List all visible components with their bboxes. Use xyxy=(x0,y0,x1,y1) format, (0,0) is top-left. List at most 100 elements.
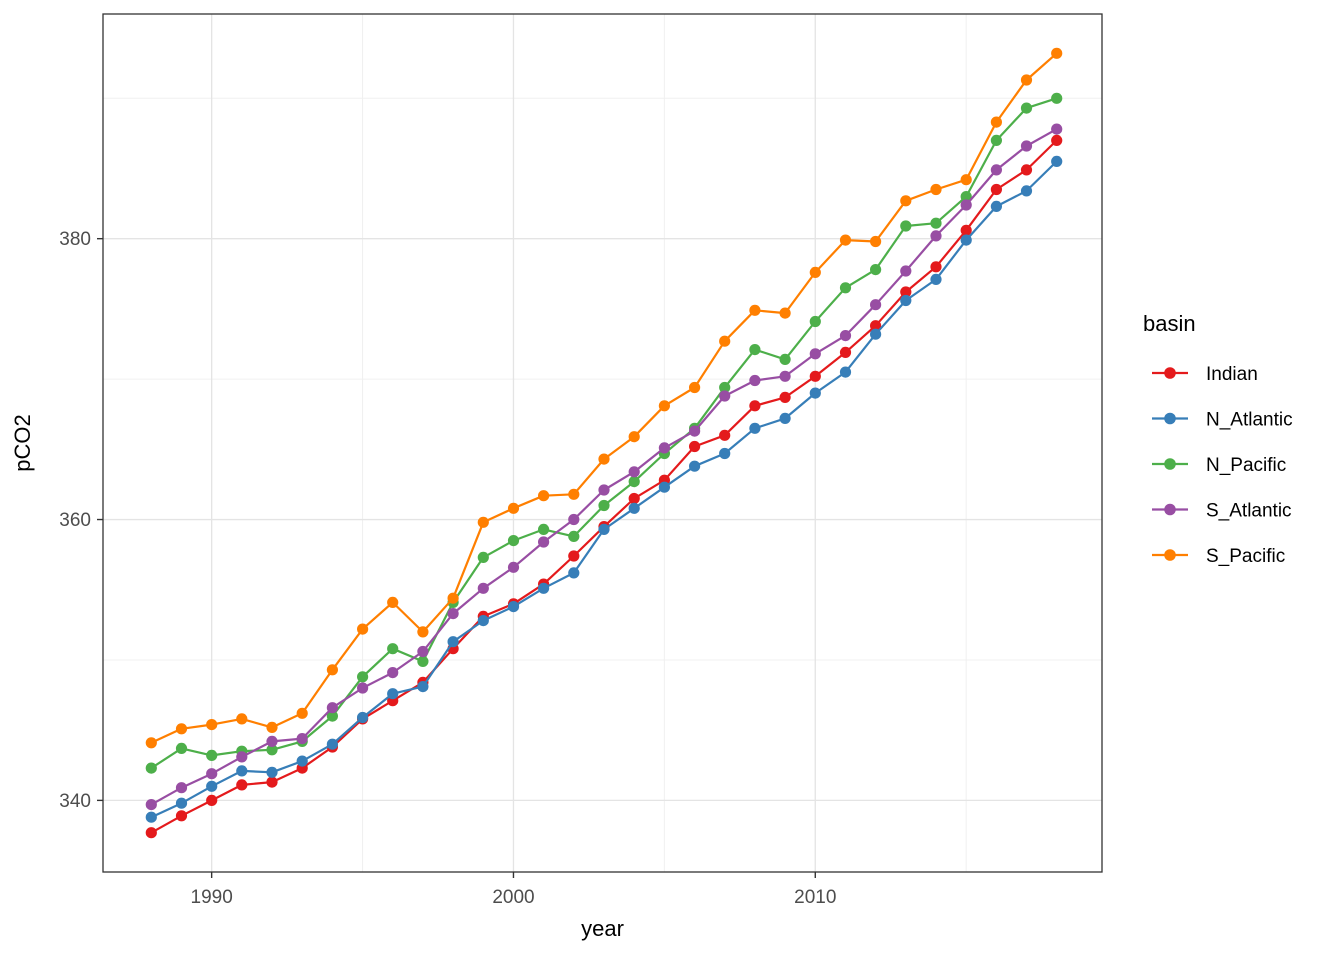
data-point xyxy=(507,502,520,514)
data-point xyxy=(930,261,942,273)
data-point xyxy=(628,502,640,514)
data-point xyxy=(990,134,1003,146)
data-point xyxy=(357,623,369,635)
data-point xyxy=(689,460,701,472)
data-point xyxy=(175,797,188,809)
data-point xyxy=(719,390,731,402)
data-point xyxy=(538,490,550,502)
data-point xyxy=(900,195,912,207)
legend-item-S_Atlantic: S_Atlantic xyxy=(1152,501,1292,522)
data-point xyxy=(1051,47,1063,59)
data-point xyxy=(809,370,821,382)
data-point xyxy=(839,366,852,378)
data-point xyxy=(266,721,278,734)
data-point xyxy=(839,346,852,358)
x-tick-label: 2000 xyxy=(492,887,534,908)
data-point xyxy=(870,264,882,276)
data-point xyxy=(206,768,218,780)
data-point xyxy=(568,567,580,579)
data-point xyxy=(598,523,610,536)
data-point xyxy=(387,596,399,609)
data-point xyxy=(598,453,610,465)
data-point xyxy=(1020,74,1033,86)
data-point xyxy=(387,688,399,700)
data-point xyxy=(809,387,821,399)
data-point xyxy=(175,723,188,735)
data-point xyxy=(1020,102,1033,114)
data-point xyxy=(175,742,188,755)
data-point xyxy=(870,320,882,332)
y-tick-label: 380 xyxy=(59,229,91,250)
axis-ticks xyxy=(97,237,816,878)
data-point xyxy=(749,400,761,412)
data-point xyxy=(326,702,338,714)
data-point xyxy=(145,737,157,749)
data-point xyxy=(930,217,942,229)
data-point xyxy=(749,344,761,356)
data-point xyxy=(719,447,731,460)
data-point xyxy=(839,234,852,246)
data-point xyxy=(206,749,218,762)
data-point xyxy=(1020,164,1033,176)
data-point xyxy=(296,733,308,745)
data-point xyxy=(990,200,1003,212)
data-point xyxy=(779,353,791,365)
data-point xyxy=(658,400,671,412)
legend-key-point xyxy=(1164,458,1176,470)
data-point xyxy=(206,794,218,807)
data-point xyxy=(236,713,248,725)
data-point xyxy=(538,582,550,594)
data-point xyxy=(387,643,399,655)
data-point xyxy=(568,513,580,526)
legend-label: N_Pacific xyxy=(1206,455,1286,476)
x-tick-label: 1990 xyxy=(191,887,233,908)
data-point xyxy=(930,273,942,285)
legend-label: N_Atlantic xyxy=(1206,410,1293,431)
data-point xyxy=(417,681,429,693)
data-point xyxy=(779,412,791,424)
data-point xyxy=(900,294,912,307)
data-point xyxy=(447,608,459,620)
data-point xyxy=(206,780,218,792)
data-point xyxy=(930,230,942,242)
data-point xyxy=(749,374,761,387)
data-point xyxy=(628,476,640,488)
data-point xyxy=(689,381,701,394)
data-point xyxy=(1051,92,1063,104)
legend: basin Indian N_Atlantic N_Pacific S_Atlantic… xyxy=(1143,311,1293,567)
data-point xyxy=(839,330,852,342)
data-point xyxy=(387,667,399,679)
data-point xyxy=(658,481,671,493)
data-point xyxy=(930,183,942,196)
data-point xyxy=(477,516,489,528)
data-point xyxy=(568,530,580,543)
legend-label: S_Atlantic xyxy=(1206,501,1292,522)
gridlines xyxy=(103,14,1102,872)
data-point xyxy=(719,335,731,347)
series-N_Atlantic xyxy=(145,155,1063,823)
data-point xyxy=(507,535,520,547)
series-S_Atlantic xyxy=(145,123,1063,811)
legend-key-point xyxy=(1164,367,1176,379)
data-point xyxy=(809,315,821,328)
data-point xyxy=(477,551,489,564)
data-point xyxy=(417,626,429,638)
data-point xyxy=(1020,140,1033,152)
data-point xyxy=(809,348,821,360)
data-point xyxy=(145,799,157,811)
data-point xyxy=(809,266,821,278)
data-point xyxy=(900,265,912,277)
data-point xyxy=(960,174,972,186)
data-point xyxy=(447,636,459,648)
data-point xyxy=(296,707,308,719)
series-line-S_Atlantic xyxy=(150,128,1058,806)
data-point xyxy=(175,810,188,822)
data-point xyxy=(417,655,429,668)
data-point xyxy=(477,615,489,627)
data-point xyxy=(1051,123,1063,135)
data-point xyxy=(145,827,157,839)
data-point xyxy=(1020,185,1033,197)
data-point xyxy=(960,234,972,246)
data-point xyxy=(749,304,761,316)
x-axis-title: year xyxy=(581,916,624,941)
